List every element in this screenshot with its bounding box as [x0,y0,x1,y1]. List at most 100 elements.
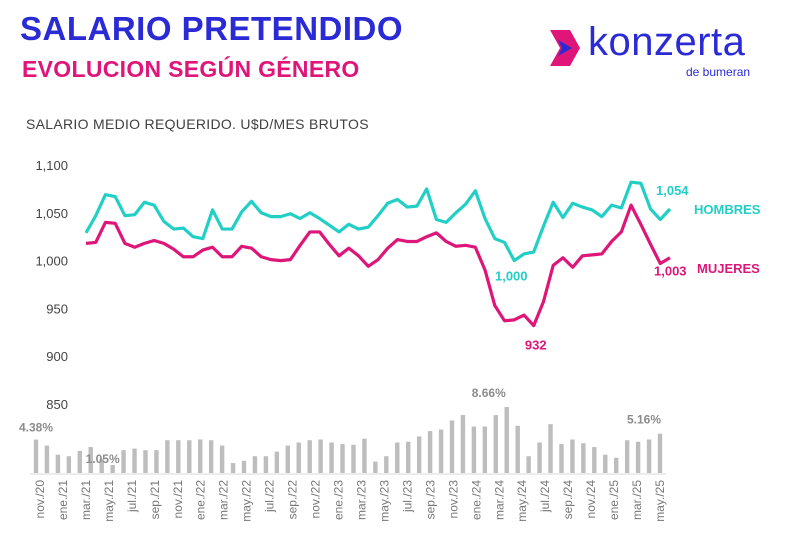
x-tick-label: jul./21 [125,480,139,513]
konzerta-arrow-icon [550,30,580,66]
hombres-line [84,180,672,263]
x-tick-label: sep./24 [561,480,575,520]
x-tick-label: mar./24 [492,480,506,520]
variation-bar [176,440,181,473]
variation-bar [187,440,192,473]
x-tick-label: mar./21 [79,480,93,520]
y-tick-label: 950 [46,301,68,316]
variation-bar [460,415,466,473]
variation-bar [614,457,619,473]
x-tick-label: sep./23 [423,480,437,520]
variation-bar [581,443,586,473]
variation-bar [526,456,531,473]
variation-bar [635,441,641,473]
x-tick-label: mar./22 [217,480,231,520]
variation-bar [603,454,608,473]
variation-bar [329,442,334,473]
variation-bar [548,424,553,473]
variation-bar [537,442,542,473]
x-tick-label: ene./23 [332,480,346,520]
variation-bar [351,444,356,473]
variation-bar [307,440,312,473]
variation-bar [241,460,247,473]
variation-bar [99,459,104,473]
variation-bar [395,442,400,473]
x-tick-label: nov./21 [171,480,185,519]
variation-bar [110,464,115,473]
variation-bar [33,439,39,473]
y-tick-label: 900 [46,349,68,364]
variation-bar [208,440,214,473]
variation-bar [198,439,203,473]
x-tick-label: mar./23 [354,480,368,520]
x-tick-label: ene./22 [194,480,208,520]
x-tick-label: jul./23 [400,480,414,513]
logo-wordmark: konzerta [588,20,746,64]
y-tick-label: 1,000 [35,254,68,269]
variation-bar [77,450,82,473]
variation-bar [373,461,378,473]
logo-tagline: de bumeran [686,65,751,79]
bar-label-min: 1.05% [86,452,120,466]
variation-bar [570,439,575,473]
variation-bar [219,445,225,473]
hombres-min-value-label: 1,000 [495,269,528,284]
y-tick-label: 850 [46,397,68,412]
variation-bar [384,456,389,473]
variation-bar [559,444,564,473]
x-tick-label: may./25 [653,480,667,522]
legend-hombres: HOMBRES [694,202,761,217]
konzerta-logo: konzerta de bumeran [548,20,768,84]
variation-bar [88,447,93,473]
variation-bar [230,463,236,473]
variation-bar [252,456,258,473]
variation-bar [362,438,367,473]
variation-bar [416,436,422,473]
variation-bar [657,433,663,473]
y-tick-label: 1,100 [35,158,68,173]
variation-bar [132,448,137,473]
variation-bar [143,450,148,473]
bar-label-max: 8.66% [472,386,506,400]
x-tick-label: nov./23 [446,480,460,519]
variation-bar [55,454,61,473]
variation-bar [285,445,290,473]
variation-bar [121,450,126,473]
x-tick-label: may./22 [240,480,254,522]
variation-bar [482,426,488,473]
page-subtitle: EVOLUCION SEGÚN GÉNERO [22,56,360,82]
mujeres-min-value-label: 932 [525,338,547,353]
variation-bar [318,439,323,473]
variation-bar [493,415,498,473]
bar-label-first: 4.38% [19,421,53,435]
x-tick-label: jul./22 [263,480,277,513]
variation-bar [263,456,269,473]
x-tick-label: mar./25 [630,480,644,520]
variation-bar [340,444,345,473]
hombres-last-value-label: 1,054 [656,183,689,198]
x-tick-label: jul./24 [538,480,552,513]
variation-bar [165,440,170,473]
variation-bar [406,441,411,473]
page-title: SALARIO PRETENDIDO [20,10,404,47]
x-tick-label: nov./24 [584,480,598,519]
x-tick-label: ene./24 [469,480,483,520]
variation-bar [296,442,301,473]
variation-bar [471,426,477,473]
variation-bar [504,407,509,473]
variation-bar [646,439,652,473]
x-tick-label: ene./25 [607,480,621,520]
variation-bar [427,431,433,473]
y-tick-label: 1,050 [35,206,68,221]
mujeres-last-value-label: 1,003 [654,264,687,279]
variation-bar [44,445,50,473]
variation-bar [624,440,630,473]
variation-bar [438,429,444,473]
x-tick-label: may./21 [102,480,116,522]
variation-bar [154,450,159,473]
bar-label-last: 5.16% [627,413,661,427]
x-tick-label: ene./21 [56,480,70,520]
chart-title: SALARIO MEDIO REQUERIDO. U$D/MES BRUTOS [26,116,369,132]
variation-bar [592,447,597,473]
